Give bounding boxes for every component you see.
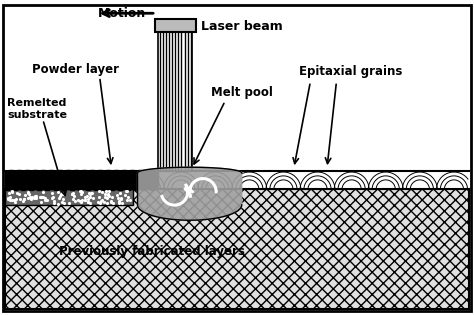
Bar [5,190,469,309]
Text: Laser beam: Laser beam [201,20,283,32]
Text: Previously fabricated layers: Previously fabricated layers [59,244,245,258]
Bar [158,19,192,170]
Text: Remelted
substrate: Remelted substrate [7,98,67,120]
Text: Melt pool: Melt pool [211,86,273,99]
Text: Epitaxial grains: Epitaxial grains [299,65,402,77]
Text: Powder layer: Powder layer [32,63,119,76]
Text: Motion: Motion [98,7,146,20]
Bar [5,190,133,205]
Bar [155,19,196,32]
Bar [5,170,158,190]
Bar [5,170,469,190]
Polygon shape [137,167,242,220]
